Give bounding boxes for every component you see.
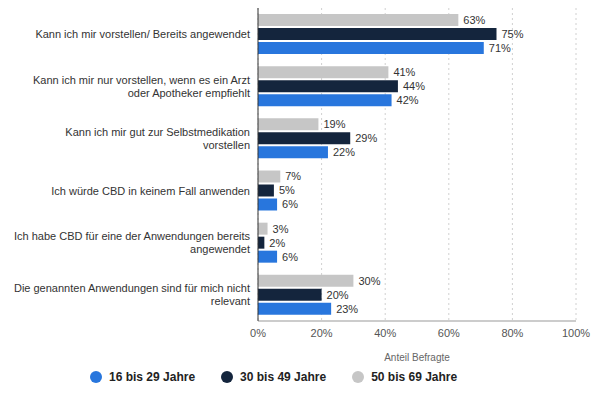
svg-text:Kann ich mir vorstellen/ Berei: Kann ich mir vorstellen/ Bereits angewen… — [35, 28, 250, 40]
svg-text:Ich würde CBD in keinem Fall a: Ich würde CBD in keinem Fall anwenden — [51, 185, 250, 197]
svg-text:20%: 20% — [311, 327, 333, 339]
svg-text:71%: 71% — [489, 42, 511, 54]
svg-text:6%: 6% — [282, 251, 298, 263]
svg-text:Ich habe CBD für eine der Anwe: Ich habe CBD für eine der Anwendungen be… — [14, 230, 251, 255]
html-text:50 bis 69 Jahre: 50 bis 69 Jahre — [371, 370, 458, 384]
svg-text:40%: 40% — [374, 327, 396, 339]
svg-text:Anteil Befragte: Anteil Befragte — [384, 352, 450, 363]
svg-text:100%: 100% — [562, 327, 590, 339]
svg-text:2%: 2% — [269, 237, 285, 249]
svg-text:29%: 29% — [355, 132, 377, 144]
svg-text:75%: 75% — [502, 28, 524, 40]
svg-text:42%: 42% — [397, 94, 419, 106]
svg-text:0%: 0% — [250, 327, 266, 339]
svg-text:3%: 3% — [273, 223, 289, 235]
svg-text:Die genannten Anwendungen sind: Die genannten Anwendungen sind für mich … — [14, 282, 250, 307]
svg-text:20%: 20% — [327, 289, 349, 301]
svg-text:41%: 41% — [393, 66, 415, 78]
svg-text:19%: 19% — [323, 118, 345, 130]
svg-text:30%: 30% — [358, 275, 380, 287]
svg-text:5%: 5% — [279, 184, 295, 196]
html-text:30 bis 49 Jahre: 30 bis 49 Jahre — [240, 370, 327, 384]
svg-text:60%: 60% — [438, 327, 460, 339]
svg-text:Kann ich mir nur vorstellen, w: Kann ich mir nur vorstellen, wenn es ein… — [33, 74, 250, 99]
svg-text:6%: 6% — [282, 198, 298, 210]
svg-text:80%: 80% — [501, 327, 523, 339]
svg-text:63%: 63% — [463, 14, 485, 26]
html-text:16 bis 29 Jahre: 16 bis 29 Jahre — [109, 370, 196, 384]
svg-text:7%: 7% — [285, 170, 301, 182]
svg-text:Kann ich mir gut zur Selbstmed: Kann ich mir gut zur Selbstmedikationvor… — [65, 126, 250, 151]
svg-text:23%: 23% — [336, 303, 358, 315]
svg-text:44%: 44% — [403, 80, 425, 92]
svg-text:22%: 22% — [333, 146, 355, 158]
